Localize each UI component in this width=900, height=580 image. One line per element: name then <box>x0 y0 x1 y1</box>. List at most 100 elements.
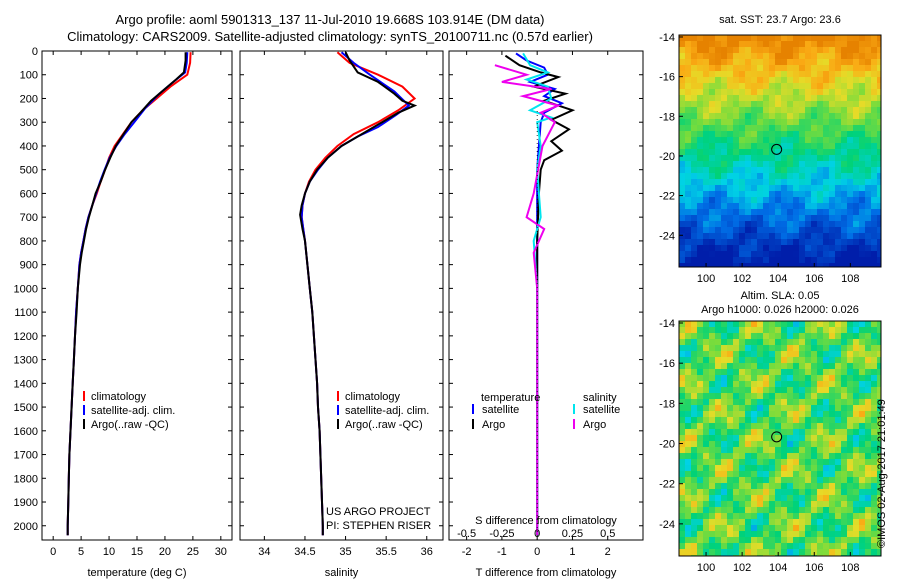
sla_map-cell <box>811 513 817 519</box>
sla_map-cell <box>745 399 751 405</box>
sla_map-cell <box>859 525 865 531</box>
sla_map-cell <box>853 549 859 555</box>
sst_map-cell <box>805 137 811 143</box>
sla_map-cell <box>685 531 691 537</box>
sst_map-cell <box>829 71 835 77</box>
sst_map-cell <box>835 221 841 227</box>
legend-label: Argo <box>482 419 505 431</box>
sla_map-cell <box>787 405 793 411</box>
sst_map-cell <box>727 137 733 143</box>
sla_map-cell <box>769 519 775 525</box>
sla_map-cell <box>733 333 739 339</box>
sst_map-cell <box>751 167 757 173</box>
sla_map-cell <box>769 339 775 345</box>
sla_map-cell <box>847 321 853 327</box>
depth-tick-label: 1300 <box>14 355 38 367</box>
salinity-xtick-label: 35 <box>339 546 351 558</box>
sla_map-cell <box>835 513 841 519</box>
sla_map-cell <box>823 513 829 519</box>
sla_map-cell <box>697 531 703 537</box>
sla_map-cell <box>823 417 829 423</box>
sst_map-cell <box>853 251 859 257</box>
sla_map-cell <box>751 495 757 501</box>
sla_map-cell <box>823 411 829 417</box>
sst_map-cell <box>739 185 745 191</box>
difference-xtick-label: -1 <box>497 546 507 558</box>
sst_map-cell <box>697 143 703 149</box>
sla_map-cell <box>865 387 871 393</box>
sst_map-cell <box>697 137 703 143</box>
sla_map-cell <box>865 399 871 405</box>
sla_map-cell <box>751 399 757 405</box>
sla_map-cell <box>787 375 793 381</box>
sla_map-cell <box>823 351 829 357</box>
sla_map-cell <box>793 477 799 483</box>
sst_map-cell <box>769 233 775 239</box>
sla_map-cell <box>811 465 817 471</box>
sla_map-cell <box>859 477 865 483</box>
sla_map-cell <box>751 483 757 489</box>
sst_map-cell <box>799 251 805 257</box>
sst_map-cell <box>865 221 871 227</box>
sla_map-cell <box>763 447 769 453</box>
sla_map-cell <box>751 429 757 435</box>
sst_map-cell <box>877 239 881 245</box>
sst_map-cell <box>853 47 859 53</box>
sla_map-cell <box>691 357 697 363</box>
sst_map-cell <box>709 149 715 155</box>
sst_map-cell <box>757 107 763 113</box>
sla_map-cell <box>859 375 865 381</box>
sst_map-cell <box>733 209 739 215</box>
sst_map-cell <box>799 35 805 41</box>
sst_map-cell <box>739 173 745 179</box>
sla_map-cell <box>697 411 703 417</box>
sst_map-cell <box>823 53 829 59</box>
sst_map-cell <box>733 77 739 83</box>
sla_map-cell <box>805 363 811 369</box>
sst_map-cell <box>841 101 847 107</box>
sst_map-cell <box>853 119 859 125</box>
sla_map-cell <box>835 417 841 423</box>
sla_map-cell <box>805 513 811 519</box>
sst_map-cell <box>847 71 853 77</box>
sst_map-cell <box>823 137 829 143</box>
sst_map-cell <box>871 197 877 203</box>
sla_map-cell <box>823 345 829 351</box>
sla_map-cell <box>679 525 685 531</box>
sla_map-cell <box>727 441 733 447</box>
sla_map-cell <box>709 483 715 489</box>
sla_map-cell <box>733 405 739 411</box>
sla_map-cell <box>811 477 817 483</box>
sst_map-cell <box>853 95 859 101</box>
sla_map-cell <box>721 525 727 531</box>
sla_map-cell <box>817 399 823 405</box>
difference-xtick-label: 0 <box>534 546 540 558</box>
sst_map-cell <box>865 131 871 137</box>
sla_map-cell <box>853 447 859 453</box>
sla_map-cell <box>811 507 817 513</box>
sla_map-cell <box>751 363 757 369</box>
sst_map-cell <box>853 113 859 119</box>
sst_map-cell <box>751 263 757 267</box>
sla_map-cell <box>697 375 703 381</box>
sst_map-cell <box>865 137 871 143</box>
sst_map-cell <box>685 47 691 53</box>
sla_map-cell <box>697 519 703 525</box>
sla_map-cell <box>859 363 865 369</box>
sla_map-cell <box>835 477 841 483</box>
sla_map-cell <box>739 387 745 393</box>
sla_map-cell <box>715 495 721 501</box>
sst_map-cell <box>853 77 859 83</box>
sst_map-cell <box>733 251 739 257</box>
sst_map-cell <box>775 227 781 233</box>
sst_map-cell <box>859 77 865 83</box>
sla_map-cell <box>679 429 685 435</box>
sst_map-cell <box>763 197 769 203</box>
sla_map-cell <box>823 537 829 543</box>
sla_map-cell <box>835 369 841 375</box>
sla_map-cell <box>871 423 877 429</box>
sla_map-cell <box>817 549 823 555</box>
sst_map-cell <box>775 191 781 197</box>
sst_map-cell <box>877 53 881 59</box>
sst_map-cell <box>781 65 787 71</box>
